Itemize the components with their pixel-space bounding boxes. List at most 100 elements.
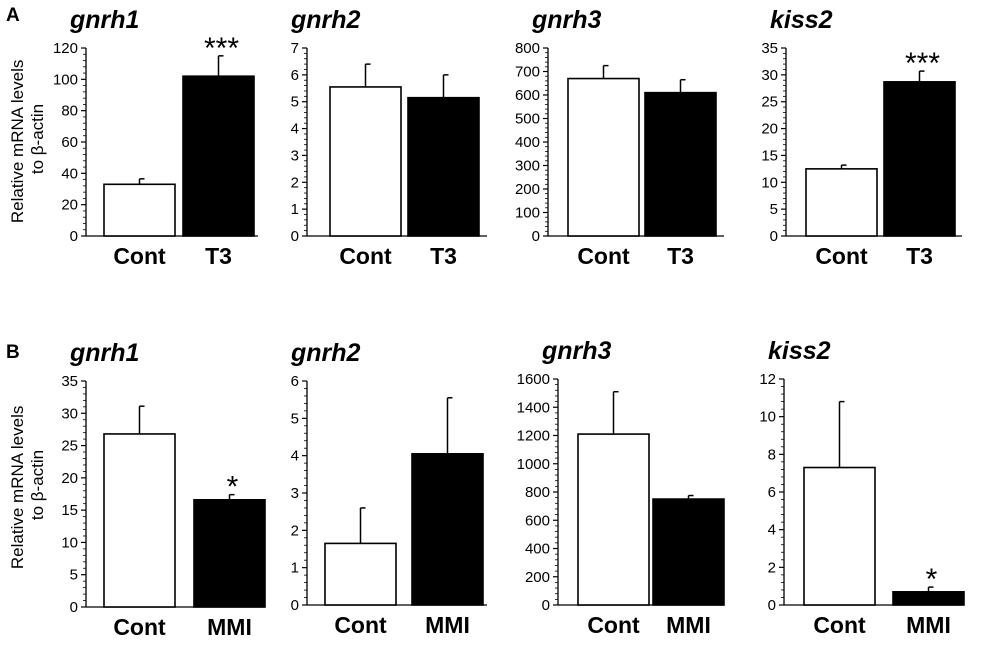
chart-title-b-kiss2: kiss2 [768, 337, 831, 365]
y-tick-label-b-gnrh2-5: 5 [291, 410, 299, 427]
y-tick-label-a-gnrh2-1: 1 [291, 201, 299, 218]
y-tick-label-a-kiss2-10: 10 [761, 174, 778, 191]
chart-title-a-gnrh3: gnrh3 [531, 6, 602, 34]
chart-title-b-gnrh3: gnrh3 [541, 337, 612, 365]
significance-marker-b-kiss2-mmi: * [926, 563, 938, 596]
y-tick-label-b-kiss2-0: 0 [768, 597, 776, 614]
chart-title-a-kiss2: kiss2 [770, 6, 833, 34]
y-tick-label-b-gnrh3-800: 800 [525, 484, 550, 501]
significance-marker-a-kiss2-t3: *** [905, 47, 940, 80]
y-tick-label-b-gnrh3-600: 600 [525, 512, 550, 529]
y-tick-label-a-kiss2-15: 15 [761, 147, 778, 164]
chart-title-b-gnrh2: gnrh2 [290, 339, 361, 367]
chart-b-gnrh3: gnrh3 0 200 400 600 800 1000 1200 1400 1600 Cont MM… [517, 337, 725, 638]
y-tick-label-a-gnrh1-40: 40 [61, 165, 78, 182]
bar-a-gnrh1-t3 [182, 75, 255, 237]
y-axis-label-b: Relative mRNA levels to β-actin [8, 401, 47, 569]
panel-letter-a: A [6, 5, 20, 26]
chart-title-a-gnrh1: gnrh1 [69, 6, 139, 34]
y-tick-label-a-kiss2-25: 25 [761, 94, 778, 111]
chart-b-gnrh2: gnrh2 0 1 2 3 4 5 6 Cont MMI [290, 339, 487, 638]
chart-title-a-gnrh2: gnrh2 [290, 6, 361, 34]
y-axis-label-a: Relative mRNA levels to β-actin [8, 55, 47, 223]
category-label-b-gnrh1-cont: Cont [113, 614, 166, 640]
bar-a-gnrh1-cont [103, 183, 176, 237]
chart-a-gnrh1: gnrh1 0 20 40 60 80 100 120 Cont T3 *** [53, 6, 258, 269]
y-tick-label-a-gnrh1-0: 0 [70, 228, 78, 245]
y-tick-label-b-gnrh1-5: 5 [70, 567, 78, 584]
bar-b-gnrh1-mmi [193, 499, 266, 608]
panel-letter-b: B [6, 342, 20, 363]
y-tick-label-a-gnrh2-6: 6 [291, 67, 299, 84]
chart-a-kiss2: kiss2 0 5 10 15 20 25 30 35 Cont T3 *** [761, 6, 962, 269]
y-tick-label-b-gnrh3-0: 0 [542, 597, 550, 614]
chart-a-gnrh2: gnrh2 0 1 2 3 4 5 6 7 Cont T3 [290, 6, 487, 269]
y-tick-label-b-kiss2-8: 8 [768, 446, 776, 463]
y-tick-label-a-gnrh3-300: 300 [515, 158, 540, 175]
y-tick-label-b-gnrh1-30: 30 [61, 405, 78, 422]
chart-b-gnrh1: gnrh1 0 5 10 15 20 25 30 35 Cont MMI * [61, 339, 266, 640]
bar-a-gnrh2-t3 [407, 96, 480, 237]
chart-title-b-gnrh1: gnrh1 [69, 339, 139, 367]
y-tick-label-a-gnrh2-0: 0 [291, 228, 299, 245]
y-tick-label-b-kiss2-6: 6 [768, 484, 776, 501]
y-tick-label-a-gnrh2-5: 5 [291, 94, 299, 111]
y-tick-label-a-gnrh3-0: 0 [532, 228, 540, 245]
y-tick-label-b-gnrh2-2: 2 [291, 522, 299, 539]
y-tick-label-a-gnrh2-2: 2 [291, 174, 299, 191]
y-tick-label-b-gnrh1-35: 35 [61, 373, 78, 390]
y-axis-label-a-line1: Relative mRNA levels [8, 60, 27, 223]
category-label-b-gnrh2-cont: Cont [334, 612, 387, 638]
significance-marker-b-gnrh1-mmi: * [227, 471, 239, 504]
category-label-b-gnrh3-cont: Cont [587, 612, 640, 638]
category-label-b-kiss2-cont: Cont [813, 612, 866, 638]
y-tick-label-a-kiss2-20: 20 [761, 121, 778, 138]
y-tick-label-a-gnrh1-60: 60 [61, 134, 78, 151]
y-tick-label-a-gnrh1-20: 20 [61, 197, 78, 214]
bar-a-kiss2-cont [805, 168, 878, 237]
y-tick-label-a-kiss2-35: 35 [761, 40, 778, 57]
y-tick-label-b-gnrh1-20: 20 [61, 470, 78, 487]
bar-b-kiss2-cont [803, 466, 876, 606]
y-tick-label-b-kiss2-12: 12 [759, 371, 776, 388]
category-label-b-kiss2-mmi: MMI [906, 612, 951, 638]
y-tick-label-b-gnrh1-25: 25 [61, 438, 78, 455]
y-tick-label-b-gnrh3-200: 200 [525, 569, 550, 586]
y-tick-label-a-gnrh2-4: 4 [291, 121, 299, 138]
y-tick-label-b-kiss2-2: 2 [768, 559, 776, 576]
y-tick-label-a-gnrh3-400: 400 [515, 134, 540, 151]
bar-a-gnrh2-cont [329, 86, 402, 237]
bar-a-gnrh3-t3 [644, 91, 717, 237]
y-tick-label-b-gnrh1-0: 0 [70, 599, 78, 616]
y-tick-label-b-kiss2-4: 4 [768, 522, 776, 539]
y-tick-label-a-gnrh1-100: 100 [53, 71, 78, 88]
category-label-a-gnrh3-t3: T3 [667, 243, 694, 269]
y-tick-label-b-gnrh3-1600: 1600 [517, 371, 550, 388]
y-tick-label-b-gnrh3-1200: 1200 [517, 428, 550, 445]
category-label-a-gnrh2-t3: T3 [430, 243, 457, 269]
y-tick-label-a-gnrh1-80: 80 [61, 103, 78, 120]
chart-a-gnrh3: gnrh3 0 100 200 300 400 500 600 700 800 Cont T3 [515, 6, 724, 269]
y-tick-label-a-gnrh3-200: 200 [515, 181, 540, 198]
bar-b-gnrh2-cont [324, 542, 397, 606]
y-tick-label-a-kiss2-5: 5 [770, 201, 778, 218]
y-tick-label-b-gnrh3-1400: 1400 [517, 399, 550, 416]
y-tick-label-a-gnrh3-800: 800 [515, 40, 540, 57]
y-axis-label-b-line2: to β-actin [28, 450, 47, 520]
category-label-a-kiss2-t3: T3 [906, 243, 933, 269]
y-tick-label-b-gnrh3-1000: 1000 [517, 456, 550, 473]
y-tick-label-b-kiss2-10: 10 [759, 409, 776, 426]
bar-b-gnrh2-mmi [411, 452, 484, 606]
y-tick-label-a-kiss2-30: 30 [761, 67, 778, 84]
y-axis-label-b-line1: Relative mRNA levels [8, 406, 27, 569]
bar-b-gnrh3-mmi [652, 498, 725, 606]
y-tick-label-a-gnrh3-700: 700 [515, 64, 540, 81]
category-label-b-gnrh2-mmi: MMI [425, 612, 470, 638]
category-label-a-gnrh2-cont: Cont [339, 243, 392, 269]
category-label-b-gnrh1-mmi: MMI [207, 614, 252, 640]
bar-b-gnrh1-cont [103, 433, 176, 608]
y-tick-label-b-gnrh3-400: 400 [525, 541, 550, 558]
bar-b-gnrh3-cont [577, 433, 650, 606]
